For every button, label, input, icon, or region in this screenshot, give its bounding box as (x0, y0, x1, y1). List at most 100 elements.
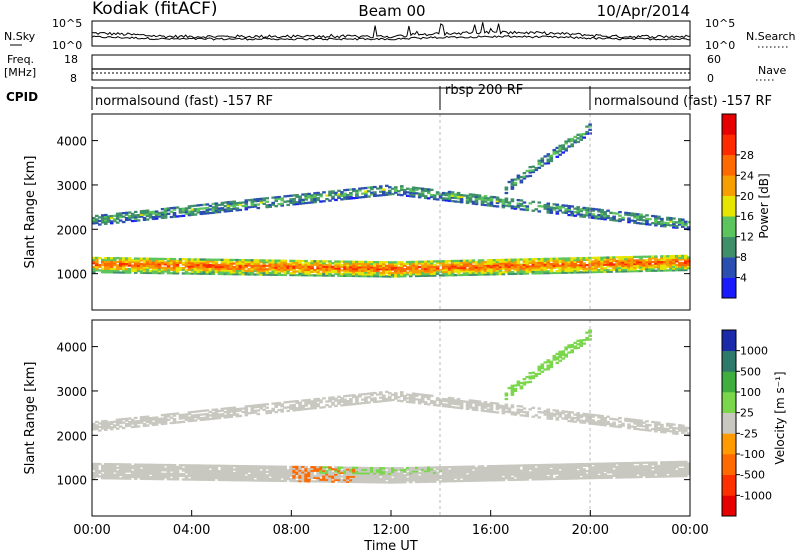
velocity-cell (295, 476, 299, 479)
velocity-cell (166, 474, 171, 477)
velocity-cell (104, 477, 108, 480)
power-cell (441, 263, 446, 266)
power-cell (400, 269, 404, 273)
power-cell (283, 272, 287, 275)
velocity-cell (639, 465, 643, 468)
velocity-cell (268, 474, 272, 477)
velocity-cell (435, 397, 440, 400)
velocity-cell (394, 397, 398, 400)
power-cell (181, 261, 186, 264)
power-cell (382, 275, 386, 278)
power-cell (250, 198, 255, 201)
velocity-cell (489, 472, 494, 475)
velocity-cell (615, 465, 619, 469)
velocity-cell (447, 396, 452, 400)
velocity-cell (471, 477, 476, 481)
power-cell (112, 267, 117, 270)
velocity-cell (612, 423, 616, 426)
power-cell (483, 273, 488, 276)
power-cell (163, 268, 168, 271)
velocity-cell (107, 475, 111, 478)
power-cell (621, 256, 625, 259)
power-cell (528, 267, 533, 270)
power-cell (385, 271, 389, 275)
power-cell (181, 263, 186, 266)
velocity-cell (582, 421, 586, 424)
power-cell (585, 269, 589, 272)
velocity-cell (405, 474, 410, 477)
power-cell (301, 202, 305, 205)
velocity-cell (304, 478, 308, 481)
power-cell (145, 259, 150, 262)
velocity-cell (537, 469, 542, 472)
velocity-cell (510, 478, 515, 482)
power-cell (582, 208, 586, 211)
velocity-cell (196, 413, 201, 417)
velocity-cell (310, 407, 314, 410)
velocity-cell (232, 406, 237, 409)
power-cell (259, 197, 263, 200)
power-cell (687, 261, 691, 264)
power-cell (118, 260, 123, 263)
velocity-cell (169, 463, 174, 467)
power-cell (298, 202, 302, 205)
velocity-cell (450, 471, 455, 474)
power-cell (603, 267, 607, 270)
velocity-cell (564, 477, 568, 480)
velocity-cell (516, 405, 521, 408)
power-cell (534, 263, 539, 266)
velocity-cell (142, 467, 147, 470)
power-cell (426, 272, 431, 276)
power-cell (423, 262, 428, 265)
velocity-cell (411, 466, 416, 470)
power-cell (609, 265, 613, 268)
power-cell (672, 269, 676, 272)
power-cell (561, 211, 565, 214)
power-cell (376, 264, 380, 267)
power-cell (570, 257, 574, 260)
velocity-cell (388, 474, 392, 477)
velocity-cell (600, 473, 604, 476)
power-cell (438, 270, 443, 274)
velocity-cell (253, 465, 258, 468)
velocity-cell (229, 408, 234, 411)
velocity-cell (313, 474, 317, 478)
power-cell (193, 209, 198, 213)
power-cell (660, 258, 664, 262)
power-cell (274, 271, 278, 275)
velocity-cell (373, 474, 377, 477)
power-cell (432, 260, 437, 263)
power-cell (172, 259, 177, 263)
power-cell (118, 214, 123, 217)
power-cell (220, 258, 225, 261)
velocity-cell (663, 461, 667, 464)
velocity-cell (104, 468, 108, 471)
power-cell (681, 269, 685, 272)
velocity-cell (235, 466, 240, 469)
velocity-cell (648, 463, 652, 466)
power-cell (214, 202, 219, 205)
power-cell (591, 209, 595, 212)
velocity-cell (651, 420, 655, 424)
velocity-cell (301, 471, 305, 474)
power-cell (444, 272, 449, 275)
velocity-cell (477, 477, 482, 480)
power-cell (495, 205, 500, 208)
power-cell (322, 272, 326, 275)
velocity-cell (358, 472, 362, 475)
velocity-cell (403, 477, 407, 480)
velocity-cell (370, 475, 374, 479)
power-cell (483, 268, 488, 271)
power-cell (367, 269, 371, 272)
velocity-cell (672, 468, 676, 471)
velocity-cell (313, 405, 317, 408)
velocity-cell (639, 461, 643, 464)
velocity-cell (358, 475, 362, 478)
velocity-cell (364, 475, 368, 478)
power-cell (681, 267, 685, 270)
power-cell (256, 259, 261, 262)
velocity-cell (498, 466, 503, 469)
power-cell (651, 266, 655, 269)
power-cell (555, 205, 560, 208)
power-cell (229, 271, 234, 274)
